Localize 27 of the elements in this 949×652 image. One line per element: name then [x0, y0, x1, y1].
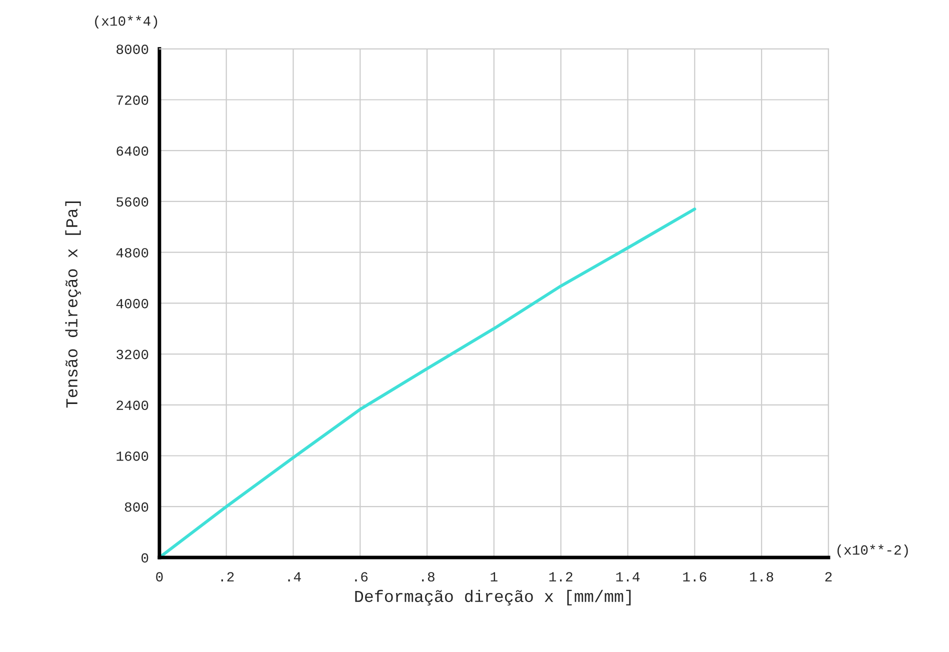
y-tick-label: 7200 — [116, 96, 148, 105]
y-tick-label: 6400 — [116, 146, 148, 156]
y-tick-label: 4800 — [116, 248, 148, 258]
x-tick-label: .4 — [288, 572, 301, 582]
y-tick-label: 5600 — [116, 197, 148, 207]
text: (x10**-2) — [837, 544, 908, 558]
x-tick-label: 1.2 — [549, 572, 572, 582]
x-tick-label: .8 — [422, 572, 434, 582]
x-tick-label: .6 — [355, 572, 368, 582]
y-tick-label: 0 — [142, 553, 148, 563]
x-tick-label: 2 — [825, 572, 832, 582]
y-axis-title: Tensão direção x [Pa] — [65, 202, 81, 408]
y-tick-label: 3200 — [116, 350, 148, 360]
x-tick-label: 0 — [156, 572, 163, 582]
x-tick-label: 1.4 — [616, 572, 640, 582]
y-tick-label: 8000 — [116, 44, 148, 54]
line-series — [159, 208, 696, 558]
x-tick-label: .2 — [221, 572, 234, 582]
text: (x10**4) — [95, 16, 158, 29]
x-axis-title: Deformação direção x [mm/mm] — [355, 590, 631, 606]
y-tick-label: 800 — [124, 502, 148, 512]
y-tick-label: 1600 — [116, 451, 148, 461]
x-tick-label: 1.6 — [683, 572, 706, 582]
y-tick-label: 4000 — [116, 298, 148, 308]
y-tick-label: 2400 — [116, 400, 148, 410]
x-tick-label: 1 — [490, 572, 498, 582]
x-tick-label: 1.8 — [750, 572, 774, 582]
